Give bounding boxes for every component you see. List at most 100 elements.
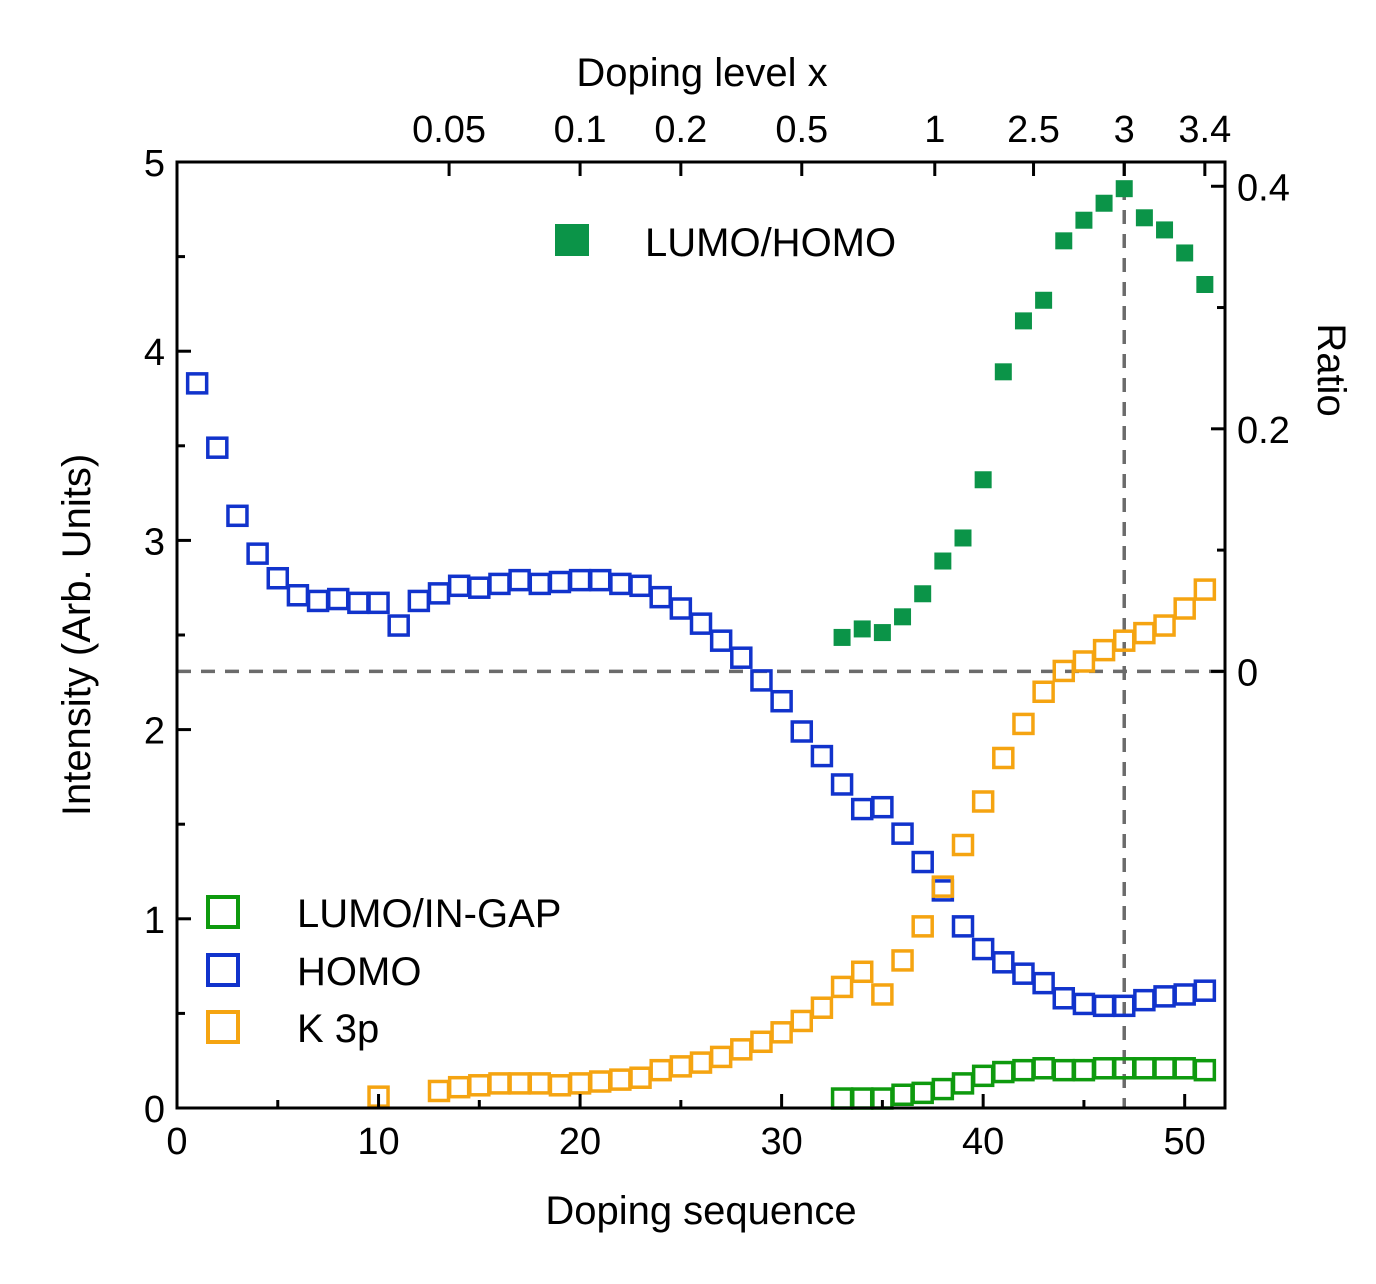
series-layer [185, 180, 1217, 1110]
homo-point [326, 587, 350, 611]
ratio-point [914, 585, 932, 603]
series-lumo-in-gap [830, 1057, 1217, 1110]
lumo-in-gap-point [1012, 1058, 1035, 1082]
legend-top: LUMO/HOMO [555, 221, 896, 265]
k-3p-point [871, 983, 894, 1006]
top-tick-label: 0.5 [775, 109, 828, 151]
k-3p-point [629, 1066, 652, 1089]
ratio-point [894, 608, 912, 626]
k-3p-point [1012, 712, 1035, 736]
homo-point [971, 937, 995, 961]
homo-point [790, 720, 814, 743]
k-3p-point [911, 915, 934, 938]
homo-point [367, 591, 390, 615]
k-3p-point [1173, 597, 1196, 620]
homo-point [508, 568, 531, 592]
homo-point [750, 669, 773, 692]
x-tick-label: 40 [962, 1121, 1004, 1163]
k-3p-point [528, 1072, 552, 1095]
homo-point [447, 574, 471, 598]
top-tick-label: 0.1 [554, 109, 607, 151]
homo-point [891, 822, 914, 845]
series-homo [185, 372, 1217, 1018]
legend-label-lumo-in-gap: LUMO/IN-GAP [297, 892, 561, 936]
k-3p-point [1133, 621, 1156, 645]
reference-lines [177, 162, 1225, 1108]
homo-point [1133, 988, 1156, 1012]
ratio-point [1035, 291, 1053, 309]
homo-point [830, 773, 854, 796]
homo-point [468, 576, 491, 599]
lumo-in-gap-point [1092, 1057, 1116, 1080]
ratio-point [1176, 244, 1194, 262]
x-axis-title: Doping sequence [545, 1189, 856, 1233]
homo-point [588, 568, 612, 592]
top-tick-label: 3 [1114, 109, 1135, 151]
homo-point [347, 591, 370, 615]
k-3p-point [1072, 650, 1096, 673]
lumo-in-gap-point [911, 1081, 934, 1105]
top-tick-label: 0.05 [412, 109, 486, 151]
k-3p-point [689, 1051, 713, 1074]
lumo-in-gap-point [850, 1087, 874, 1110]
homo-point [1153, 985, 1176, 1008]
homo-point [1012, 962, 1035, 985]
homo-point [911, 850, 934, 874]
legend-label-homo: HOMO [297, 950, 421, 994]
homo-point [850, 797, 874, 821]
homo-point [427, 582, 451, 605]
k-3p-point [709, 1045, 733, 1069]
k-3p-point [730, 1038, 753, 1061]
lumo-in-gap-point [891, 1083, 914, 1107]
lumo-in-gap-point [951, 1072, 975, 1095]
y-tick-label: 4 [144, 332, 165, 374]
lumo-in-gap-point [830, 1087, 854, 1110]
x-tick-label: 10 [357, 1121, 399, 1163]
legend-marker-lumo-in-gap [206, 895, 240, 929]
series-lumo-homo [833, 180, 1214, 646]
ratio-point [1014, 312, 1032, 330]
y-tick-label: 3 [144, 521, 165, 563]
k-3p-point [931, 875, 955, 898]
homo-point [629, 574, 652, 598]
homo-point [871, 795, 894, 819]
y-tick-label: 0 [144, 1089, 165, 1131]
ratio-point [1115, 180, 1133, 198]
homo-point [669, 597, 693, 620]
k-3p-point [951, 833, 975, 857]
x-tick-label: 0 [166, 1121, 187, 1163]
y-tick-label: 2 [144, 711, 165, 753]
ratio-point [1156, 221, 1174, 239]
homo-point [226, 504, 249, 528]
homo-point [649, 585, 672, 609]
homo-point [387, 614, 410, 637]
legend-marker-k-3p [206, 1010, 240, 1044]
right-tick-label: 0.2 [1237, 410, 1290, 452]
ratio-point [1055, 232, 1073, 250]
x-tick-label: 30 [760, 1121, 802, 1163]
homo-point [1072, 992, 1096, 1016]
k-3p-point [427, 1079, 451, 1103]
legend-label-lumo-homo: LUMO/HOMO [645, 221, 896, 265]
k-3p-point [830, 975, 854, 999]
right-tick-label: 0 [1237, 652, 1258, 694]
right-tick-label: 0.4 [1237, 167, 1290, 209]
ratio-point [1095, 194, 1113, 212]
homo-point [1052, 987, 1076, 1010]
y-axis-title: Intensity (Arb. Units) [55, 454, 99, 816]
k-3p-point [1193, 578, 1217, 601]
homo-point [488, 572, 511, 596]
k-3p-point [508, 1072, 531, 1095]
k-3p-point [468, 1074, 491, 1097]
ratio-point [1196, 275, 1214, 293]
lumo-in-gap-point [1133, 1057, 1156, 1080]
k-3p-point [1032, 680, 1055, 704]
k-3p-point [971, 790, 995, 813]
k-3p-point [992, 746, 1015, 770]
lumo-in-gap-point [1193, 1058, 1217, 1082]
homo-point [548, 570, 572, 594]
ratio-point [954, 529, 972, 547]
homo-point [286, 584, 310, 607]
lumo-in-gap-point [1072, 1058, 1096, 1082]
ratio-point [1075, 211, 1093, 229]
